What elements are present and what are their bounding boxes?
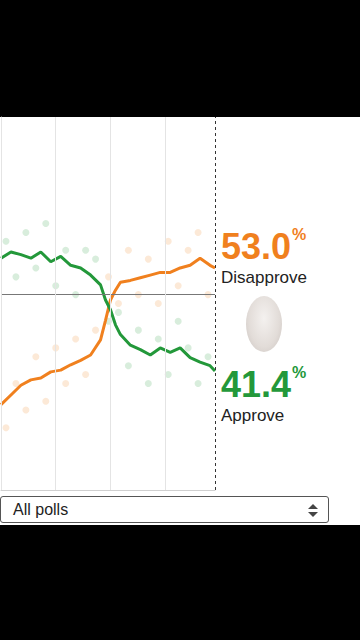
svg-text:53.0: 53.0: [221, 226, 291, 267]
svg-text:41.4: 41.4: [221, 364, 291, 405]
svg-text:Approve: Approve: [221, 406, 284, 425]
html-text:All polls: All polls: [13, 501, 69, 518]
svg-text:%: %: [292, 226, 306, 243]
svg-text:%: %: [292, 364, 306, 381]
svg-text:Disapprove: Disapprove: [221, 268, 307, 287]
